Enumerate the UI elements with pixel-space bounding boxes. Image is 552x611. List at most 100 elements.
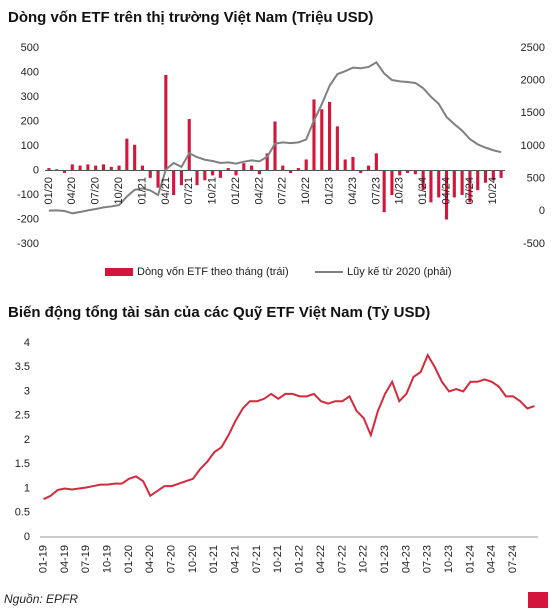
y2-tick-label: 2500 — [521, 42, 545, 54]
bar — [390, 170, 394, 195]
y2-tick-label: 2000 — [521, 75, 545, 87]
bar — [172, 170, 176, 195]
bar — [257, 170, 261, 175]
y2-tick-label: 1500 — [521, 107, 545, 119]
bar — [179, 170, 183, 186]
bar — [359, 170, 363, 173]
bar — [335, 126, 339, 171]
bar — [281, 165, 285, 171]
x-tick-label: 07-21 — [251, 545, 263, 573]
legend-label: Dòng vốn ETF theo tháng (trái) — [137, 266, 289, 278]
y-tick-label: 2 — [24, 434, 30, 446]
y-tick-label: 1 — [24, 482, 30, 494]
x-tick-label: 04/21 — [160, 177, 172, 205]
bar — [468, 170, 472, 203]
chart-title: Biến động tổng tài sản của các Quỹ ETF V… — [8, 304, 430, 321]
y-tick-label: -100 — [17, 189, 39, 201]
x-tick-label: 10/20 — [113, 177, 125, 205]
bar — [195, 170, 199, 186]
x-tick-label: 04-21 — [230, 545, 242, 573]
bar — [398, 170, 402, 176]
x-tick-label: 01-21 — [208, 545, 220, 573]
x-tick-label: 10-19 — [101, 545, 113, 573]
bar — [312, 99, 316, 171]
bar — [328, 101, 332, 171]
x-tick-label: 10-23 — [443, 545, 455, 573]
bar — [289, 170, 293, 173]
y-tick-label: 0 — [24, 531, 30, 543]
logo-mark — [528, 592, 548, 608]
bar — [273, 121, 277, 171]
x-tick-label: 07-19 — [80, 545, 92, 573]
x-tick-label: 01/20 — [43, 177, 55, 205]
y-tick-label: 3 — [24, 385, 30, 397]
bar — [133, 144, 137, 171]
bar — [140, 165, 145, 171]
bar — [382, 170, 386, 213]
x-tick-label: 04-20 — [144, 545, 156, 573]
bar — [156, 170, 160, 188]
bar — [226, 168, 230, 171]
x-tick-label: 07-22 — [336, 545, 348, 573]
x-tick-label: 07-23 — [422, 545, 434, 573]
x-tick-label: 10-20 — [187, 545, 199, 573]
y-tick-label: 500 — [21, 42, 39, 54]
bar — [320, 109, 324, 171]
x-tick-label: 01/21 — [136, 177, 148, 205]
y-tick-label: 2.5 — [15, 410, 30, 422]
bar — [367, 165, 371, 171]
bar — [242, 163, 246, 171]
y-tick-label: 1.5 — [15, 458, 30, 470]
x-tick-label: 07-20 — [166, 545, 178, 573]
bar — [62, 170, 67, 173]
bar — [101, 164, 106, 171]
bar — [444, 170, 449, 220]
y-tick-label: 0 — [33, 164, 39, 176]
x-tick-label: 04-22 — [315, 545, 327, 573]
bar — [405, 170, 410, 173]
x-tick-label: 01-19 — [37, 545, 49, 573]
x-tick-label: 01/24 — [417, 177, 429, 205]
x-tick-label: 10/21 — [207, 177, 219, 205]
bar — [499, 170, 503, 178]
chart-title: Dòng vốn ETF trên thị trường Việt Nam (T… — [8, 9, 373, 26]
bar — [125, 138, 129, 171]
x-tick-label: 04-23 — [400, 545, 412, 573]
x-tick-label: 07/20 — [90, 177, 102, 205]
bar — [343, 159, 347, 171]
bar — [94, 165, 98, 171]
bar — [55, 169, 59, 171]
bar — [421, 170, 425, 191]
bar — [351, 157, 355, 171]
bar — [491, 170, 495, 181]
y-tick-label: 400 — [21, 66, 39, 78]
bar — [265, 153, 269, 171]
data-line — [48, 61, 502, 215]
bar — [304, 159, 308, 171]
x-tick-label: 10/22 — [300, 177, 312, 205]
y2-tick-label: 1000 — [521, 140, 545, 152]
x-tick-label: 07/24 — [464, 177, 476, 205]
x-tick-label: 10/23 — [394, 177, 406, 205]
bar — [211, 170, 215, 176]
y-tick-label: 4 — [24, 337, 30, 349]
bar — [476, 170, 480, 191]
bar — [70, 164, 74, 171]
x-tick-label: 04/24 — [440, 177, 452, 205]
bar — [374, 153, 378, 171]
bar — [187, 119, 191, 171]
x-tick-label: 01-20 — [123, 545, 135, 573]
x-tick-label: 04-19 — [59, 545, 71, 573]
data-line — [43, 352, 535, 501]
bar — [86, 164, 90, 171]
bar — [452, 170, 456, 198]
bar — [429, 170, 433, 203]
x-tick-label: 07/23 — [370, 177, 382, 205]
bar — [413, 170, 417, 175]
bar — [164, 74, 168, 171]
x-tick-label: 10/24 — [487, 177, 499, 205]
x-tick-label: 04-24 — [486, 545, 498, 573]
x-tick-label: 07-24 — [507, 545, 519, 573]
x-tick-label: 01/23 — [323, 177, 335, 205]
